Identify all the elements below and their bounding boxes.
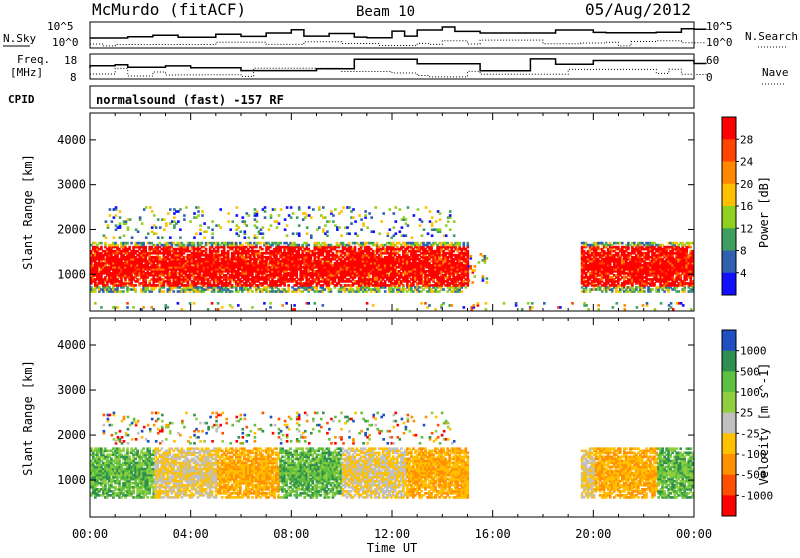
echo-cell: [402, 284, 405, 287]
echo-cell: [251, 290, 254, 293]
echo-cell: [134, 288, 137, 291]
echo-cell: [235, 242, 238, 245]
echo-cell: [100, 246, 103, 249]
echo-cell: [472, 281, 475, 284]
nsky-label: N.Sky: [3, 32, 36, 45]
echo-cell: [130, 242, 133, 245]
echo-cell: [442, 288, 445, 291]
echo-cell: [261, 248, 264, 251]
nave-tick-high: 60: [706, 54, 719, 67]
noise-tick-right-low: 10^0: [706, 36, 733, 49]
echo-cell: [467, 250, 470, 253]
echo-cell: [205, 248, 208, 251]
echo-cell: [474, 265, 477, 268]
echo-cell: [104, 242, 107, 245]
freq-tick-high: 18: [64, 54, 77, 67]
echo-cell: [134, 284, 137, 287]
echo-cell: [486, 277, 489, 280]
echo-cell: [651, 288, 654, 291]
echo-cell: [201, 242, 204, 245]
freq-tick-low: 8: [70, 71, 77, 84]
echo-cell: [376, 242, 379, 245]
echo-cell: [193, 242, 196, 245]
echo-cell: [482, 275, 485, 278]
echo-cell: [259, 242, 262, 245]
echo-cell: [486, 281, 489, 284]
nave-label: Nave: [762, 66, 789, 79]
echo-cell: [470, 265, 473, 268]
echo-cell: [122, 290, 125, 293]
nsearch-label: N.Search: [745, 30, 798, 43]
echo-cell: [142, 242, 145, 245]
echo-cell: [116, 244, 119, 247]
echo-cell: [621, 242, 624, 245]
nsky-line: [90, 27, 707, 38]
echo-cell: [643, 290, 646, 293]
echo-cell: [470, 255, 473, 258]
nsearch-line: [90, 40, 707, 46]
noise-panel: 10^5 10^0 10^5 10^0: [47, 20, 733, 49]
echo-cell: [126, 242, 129, 245]
echo-cell: [478, 261, 481, 264]
echo-cell: [173, 290, 176, 293]
echo-cell: [231, 290, 234, 293]
echo-cell: [463, 242, 466, 245]
nave-tick-low: 0: [706, 71, 713, 84]
echo-cell: [100, 242, 103, 245]
echo-cell: [467, 242, 470, 245]
echo-cell: [474, 269, 477, 272]
mhz-label: [MHz]: [10, 66, 43, 79]
echo-cell: [307, 244, 310, 247]
echo-cell: [128, 246, 131, 249]
echo-cell: [468, 279, 471, 282]
echo-cell: [354, 246, 357, 249]
nave-line: [90, 68, 707, 77]
freq-label: Freq.: [17, 53, 50, 66]
noise-tick-left-high: 10^5: [47, 20, 74, 33]
station-title: McMurdo (fitACF): [92, 0, 246, 19]
noise-tick-left-low: 10^0: [52, 36, 79, 49]
echo-cell: [348, 242, 351, 245]
noise-tick-right-high: 10^5: [706, 20, 733, 33]
freq-nave-panel: 18 8 60 0: [64, 54, 719, 84]
echo-cell: [677, 290, 680, 293]
echo-cell: [384, 290, 387, 293]
echo-cell: [330, 288, 333, 291]
power-echo-cells: [90, 206, 696, 311]
echo-cell: [461, 290, 464, 293]
echo-cell: [474, 275, 477, 278]
echo-cell: [279, 242, 282, 245]
echo-cell: [287, 284, 290, 287]
echo-cell: [144, 246, 147, 249]
beam-title: Beam 10: [356, 4, 415, 20]
cpid-label: CPID: [8, 93, 35, 106]
echo-cell: [163, 290, 166, 293]
date-title: 05/Aug/2012: [585, 0, 691, 19]
echo-cell: [486, 257, 489, 260]
echo-cell: [458, 242, 461, 245]
program-name: normalsound (fast) -157 RF: [96, 93, 284, 107]
